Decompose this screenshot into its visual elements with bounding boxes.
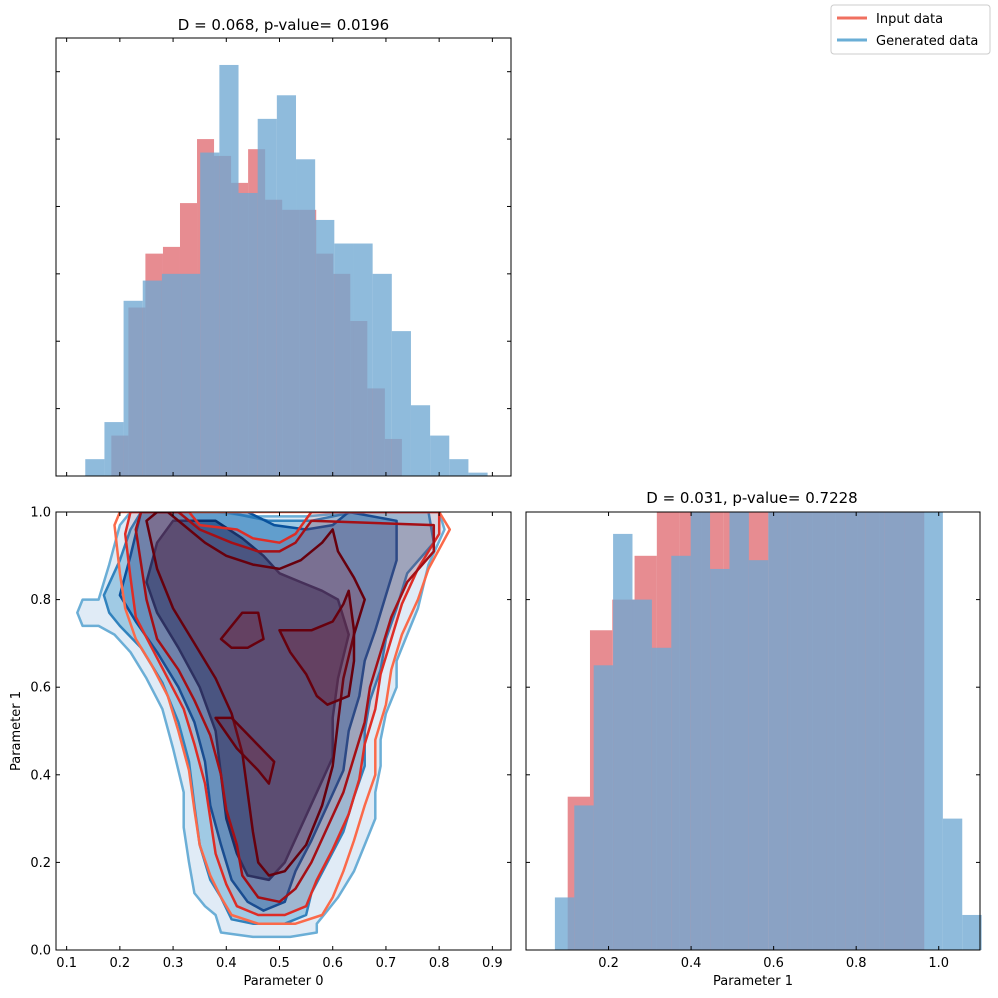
histogram-1-generated-bar (845, 512, 866, 950)
histogram-1-generated-bar (632, 599, 652, 950)
histogram-0-generated-bar (219, 64, 239, 476)
histogram-0-generated-bar (161, 273, 182, 476)
histogram-0-generated-bar (85, 459, 105, 476)
histogram-0-generated-bar (391, 331, 411, 476)
histogram-0-generated-bar (238, 192, 258, 477)
histogram-1-xtick-label: 0.2 (598, 956, 619, 971)
contour-ytick-label: 0.2 (30, 856, 51, 871)
histogram-1-generated-bar (593, 665, 614, 950)
histogram-0-generated-bar (334, 243, 354, 476)
contour-xtick-label: 0.3 (163, 956, 184, 971)
histogram-0-generated-bar (181, 273, 201, 476)
histogram-1-bars (554, 512, 982, 950)
histogram-0-generated-bar (257, 118, 277, 477)
histogram-0-generated-bar (372, 273, 392, 476)
histogram-0-generated-bar (276, 95, 297, 476)
contour-ytick-label: 0.4 (30, 768, 51, 783)
histogram-0-generated-bar (353, 243, 373, 476)
legend-generated-label: Generated data (876, 34, 978, 49)
histogram-1-generated-bar (884, 512, 905, 950)
histogram-parameter-1: D = 0.031, p-value= 0.7228 0.2 0.4 0.6 0.8 1… (525, 489, 982, 989)
histogram-1-generated-bar (671, 555, 691, 950)
histogram-0-frame (55, 37, 512, 477)
histogram-1-generated-bar (729, 512, 749, 950)
histogram-0-generated-bar (430, 435, 450, 476)
histogram-1-xlabel: Parameter 1 (713, 974, 793, 989)
histogram-0-generated-bar (104, 422, 124, 476)
histogram-1-generated-bar (826, 512, 846, 950)
histogram-1-generated-bar (865, 512, 885, 950)
histogram-1-generated-bar (554, 897, 575, 950)
histogram-1-generated-bar (923, 512, 943, 950)
histogram-0-generated-bar (142, 280, 162, 476)
histogram-0-generated-bar (200, 152, 220, 477)
histogram-0-generated-bar (449, 459, 469, 476)
legend: Input data Generated data (830, 4, 991, 55)
histogram-1-generated-bar (904, 512, 924, 950)
contour-xtick-label: 0.2 (110, 956, 131, 971)
contour-parameter-0-vs-1: 0.1 0.2 0.3 0.4 0.5 0.6 0.7 0.8 0.9 0.0 0.2 0.4 0.6 0… (9, 506, 512, 989)
histogram-1-generated-bar (942, 818, 963, 950)
contour-xtick-label: 0.8 (429, 956, 450, 971)
histogram-1-generated-bar (787, 512, 808, 950)
contour-xtick-label: 0.4 (216, 956, 237, 971)
histogram-1-generated-bar (574, 805, 594, 950)
contour-ytick-label: 0.6 (30, 681, 51, 696)
histogram-0-generated-bar (296, 159, 316, 477)
histogram-1-generated-bar (807, 512, 827, 950)
histogram-1-generated-bar (710, 568, 730, 950)
histogram-1-generated-bar (651, 647, 672, 950)
contour-xtick-label: 0.5 (269, 956, 290, 971)
legend-input-label: Input data (876, 12, 943, 27)
histogram-1-generated-bar (613, 533, 633, 950)
histogram-0-generated-bar (468, 472, 488, 476)
contour-ytick-label: 1.0 (30, 506, 51, 521)
contour-xtick-label: 0.9 (482, 956, 503, 971)
contour-xtick-label: 0.1 (56, 956, 77, 971)
contour-frame (55, 511, 512, 951)
contour-ytick-label: 0.0 (30, 944, 51, 959)
histogram-1-xtick-label: 0.6 (763, 956, 784, 971)
histogram-parameter-0: D = 0.068, p-value= 0.0196 (55, 16, 512, 477)
contour-xtick-label: 0.7 (376, 956, 397, 971)
histogram-1-xtick-label: 0.8 (846, 956, 867, 971)
histogram-1-generated-bar (962, 914, 982, 950)
histogram-1-frame (525, 511, 981, 951)
input-contour-level-3 (134, 512, 436, 904)
histogram-1-xtick-label: 0.4 (681, 956, 702, 971)
contour-xtick-label: 0.6 (322, 956, 343, 971)
histogram-0-title: D = 0.068, p-value= 0.0196 (178, 16, 389, 34)
contour-ylabel: Parameter 1 (9, 691, 24, 771)
histogram-1-xtick-label: 1.0 (928, 956, 949, 971)
histogram-1-generated-bar (768, 512, 788, 950)
histogram-0-bars (85, 64, 488, 477)
input-data-contours (113, 512, 452, 925)
histogram-1-ticks: 0.2 0.4 0.6 0.8 1.0 (526, 512, 980, 971)
histogram-0-generated-bar (410, 405, 431, 476)
histogram-1-generated-bar (690, 512, 711, 950)
contour-ytick-label: 0.8 (30, 593, 51, 608)
histogram-0-generated-bar (123, 300, 143, 476)
input-contour-island-2 (214, 716, 276, 785)
input-contour-level-1 (113, 512, 452, 925)
contour-ticks: 0.1 0.2 0.3 0.4 0.5 0.6 0.7 0.8 0.9 0.0 0.2 0.4 0.6 0… (30, 506, 511, 971)
histogram-0-generated-bar (315, 219, 335, 476)
legend-frame (830, 4, 991, 55)
input-contour-island-3 (278, 589, 356, 706)
histogram-1-title: D = 0.031, p-value= 0.7228 (646, 489, 857, 507)
histogram-1-generated-bar (748, 560, 769, 950)
contour-xlabel: Parameter 0 (243, 974, 323, 989)
input-contour-island-1 (219, 611, 265, 650)
